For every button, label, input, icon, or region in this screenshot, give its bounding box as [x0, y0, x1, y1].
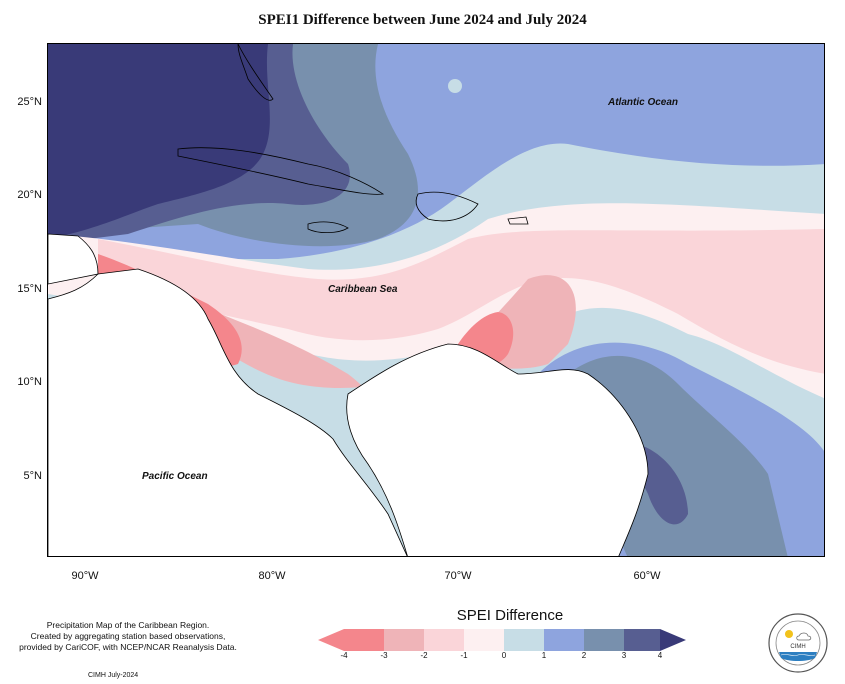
pacific-ocean-label: Pacific Ocean: [142, 471, 208, 482]
colorbar-tick: -2: [420, 651, 428, 660]
footnote-line: Precipitation Map of the Caribbean Regio…: [46, 620, 210, 630]
lon-tick: 90°W: [71, 570, 99, 582]
band-gt4-north: [48, 44, 270, 239]
colorbar-segment-minus4-minus3: [344, 629, 384, 651]
map-title: SPEI1 Difference between June 2024 and J…: [258, 12, 587, 28]
colorbar-tick: -4: [340, 651, 348, 660]
mexico-land: [48, 233, 99, 285]
colorbar-segment-minus3-minus2: [384, 629, 424, 651]
colorbar: [318, 629, 686, 651]
puerto-rico-outline: [507, 216, 529, 225]
lon-tick: 70°W: [444, 570, 472, 582]
colorbar-tick: 2: [581, 651, 587, 660]
cuba-outline: [177, 147, 385, 195]
footnote-line: provided by CariCOF, with NCEP/NCAR Rean…: [19, 642, 237, 652]
logo-name: CIMH: [790, 644, 805, 650]
lon-tick: 60°W: [633, 570, 661, 582]
colorbar-segment-lt-minus3: [318, 629, 344, 651]
map-area: [47, 43, 825, 557]
florida-outline: [237, 44, 274, 101]
colorbar-segment-minus1-0: [464, 629, 504, 651]
jamaica-outline: [307, 221, 349, 234]
colorbar-tick: -1: [460, 651, 468, 660]
hispaniola-outline: [415, 191, 479, 222]
band-3-4-south: [636, 444, 688, 525]
atlantic-spot: [448, 79, 462, 93]
colorbar-tick: 4: [657, 651, 663, 660]
lon-tick: 80°W: [258, 570, 286, 582]
credit: CIMH July-2024: [88, 672, 139, 679]
footnote-line: Created by aggregating station based obs…: [30, 631, 226, 641]
lat-tick: 15°N: [17, 283, 42, 295]
colorbar-segment-gt4: [660, 629, 686, 651]
colorbar-segment-1-2: [544, 629, 584, 651]
colorbar-segment-0-1: [504, 629, 544, 651]
colorbar-segment-minus2-minus1: [424, 629, 464, 651]
atlantic-ocean-label: Atlantic Ocean: [608, 97, 679, 108]
spei-map: [48, 44, 824, 556]
cimh-logo: CIMH: [768, 613, 828, 673]
legend-title: SPEI Difference: [456, 607, 564, 624]
lat-tick: 5°N: [23, 470, 42, 482]
colorbar-segment-2-3: [584, 629, 624, 651]
caribbean-sea-label: Caribbean Sea: [328, 284, 398, 295]
band-minus2-minus1: [98, 229, 824, 374]
lat-tick: 10°N: [17, 376, 42, 388]
colorbar-tick: 0: [501, 651, 507, 660]
south-america-land: [346, 343, 649, 556]
colorbar-tick: 1: [541, 651, 547, 660]
central-america-land: [48, 268, 408, 556]
footnote: Precipitation Map of the Caribbean Regio…: [8, 620, 248, 653]
lat-tick: 20°N: [17, 189, 42, 201]
colorbar-tick: -3: [380, 651, 388, 660]
lat-tick: 25°N: [17, 96, 42, 108]
colorbar-tick: 3: [621, 651, 627, 660]
colorbar-segment-3-4: [624, 629, 660, 651]
